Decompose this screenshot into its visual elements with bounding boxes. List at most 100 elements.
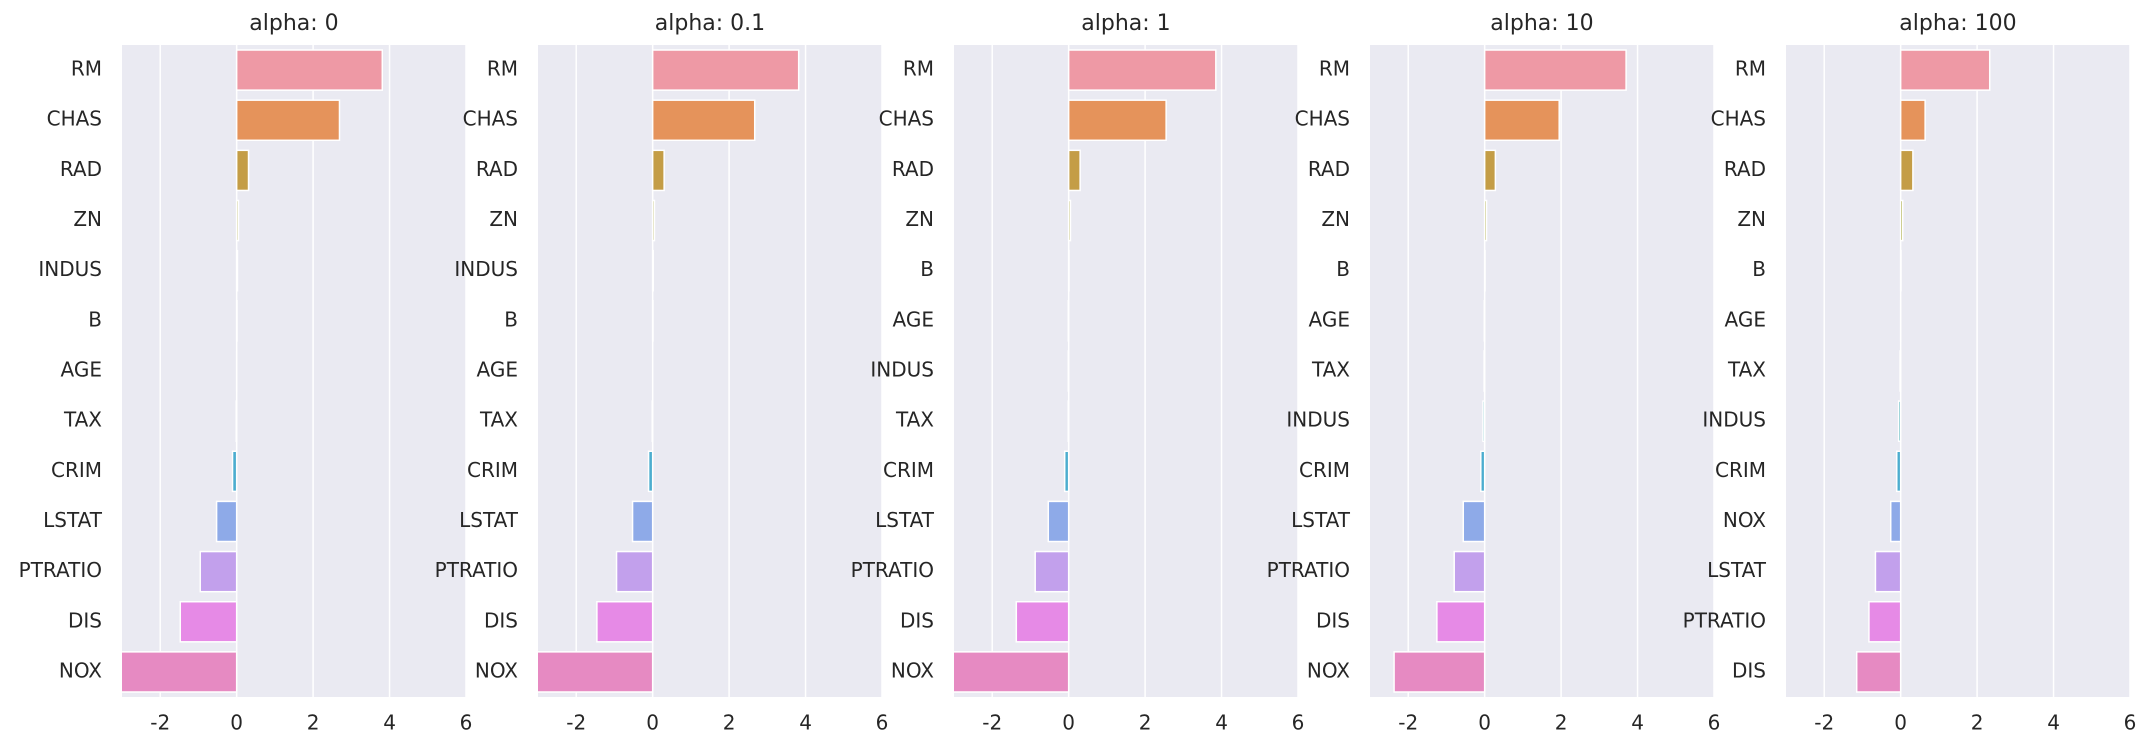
x-tick-label: 0 (1894, 711, 1907, 735)
bar (954, 651, 1070, 693)
y-tick-label: TAX (895, 408, 934, 432)
x-tick-label: 6 (1292, 711, 1305, 735)
bar (231, 450, 238, 493)
bar (1483, 49, 1627, 91)
y-tick-label: DIS (1732, 658, 1766, 682)
bar (1453, 550, 1486, 593)
y-tick-label: CHAS (463, 107, 518, 131)
bar (1896, 450, 1902, 493)
bar (1899, 99, 1926, 142)
y-tick-label: RAD (1308, 157, 1350, 181)
bar (1899, 199, 1904, 242)
x-tick-label: 4 (1215, 711, 1228, 735)
y-tick-label: AGE (477, 358, 518, 382)
x-tick-label: 6 (1708, 711, 1721, 735)
x-tick-label: 2 (1971, 711, 1984, 735)
y-tick-label: PTRATIO (851, 558, 934, 582)
y-tick-label: ZN (905, 207, 934, 231)
x-tick-label: 4 (799, 711, 812, 735)
chart-title: alpha: 10 (1490, 11, 1593, 36)
chart-title: alpha: 0 (249, 11, 338, 36)
bar (1393, 651, 1486, 693)
y-tick-label: TAX (1727, 358, 1766, 382)
bars (538, 49, 800, 693)
y-tick-label: CRIM (467, 458, 518, 482)
chart-title: alpha: 100 (1899, 11, 2016, 36)
y-tick-label: RM (487, 57, 518, 81)
bar (235, 249, 239, 292)
y-tick-label: ZN (489, 207, 518, 231)
bar (1483, 149, 1497, 192)
y-tick-label: ZN (73, 207, 102, 231)
y-tick-label: LSTAT (43, 508, 103, 532)
y-tick-label: B (504, 307, 518, 331)
y-tick-label: B (920, 257, 934, 281)
y-tick-label: DIS (900, 608, 934, 632)
y-tick-label: CHAS (879, 107, 934, 131)
y-tick-label: RM (71, 57, 102, 81)
bar (1899, 49, 1991, 91)
bar (647, 450, 654, 493)
y-tick-label: DIS (1316, 608, 1350, 632)
y-tick-label: CRIM (51, 458, 102, 482)
x-tick-label: 2 (1139, 711, 1152, 735)
bar (1063, 450, 1070, 493)
bar (651, 199, 656, 242)
bars (954, 49, 1217, 693)
y-tick-label: B (1752, 257, 1766, 281)
bar (199, 550, 238, 593)
chart-title: alpha: 1 (1081, 11, 1170, 36)
bar (1899, 350, 1902, 392)
y-tick-label: B (1336, 257, 1350, 281)
bar (1067, 199, 1072, 242)
bar (1889, 500, 1902, 543)
x-tick-label: 0 (646, 711, 659, 735)
x-tick-label: 2 (307, 711, 320, 735)
y-tick-label: RAD (476, 157, 518, 181)
plot-background (122, 45, 466, 697)
y-tick-label: CRIM (1715, 458, 1766, 482)
y-tick-label: NOX (1307, 658, 1350, 682)
x-tick-label: 4 (383, 711, 396, 735)
bar (1034, 550, 1070, 593)
y-tick-label: RAD (892, 157, 934, 181)
y-tick-label: RM (1735, 57, 1766, 81)
plot-background (954, 45, 1298, 697)
y-tick-label: NOX (891, 658, 934, 682)
x-tick-label: -2 (1398, 711, 1418, 735)
bar (1067, 149, 1081, 192)
x-tick-label: 6 (460, 711, 473, 735)
y-tick-label: PTRATIO (1683, 608, 1766, 632)
bar (615, 550, 654, 593)
bar (1067, 49, 1217, 91)
bar (179, 600, 238, 643)
y-tick-label: INDUS (1702, 408, 1766, 432)
x-tick-label: 6 (876, 711, 889, 735)
y-tick-label: LSTAT (875, 508, 935, 532)
y-tick-label: B (88, 307, 102, 331)
y-tick-label: TAX (479, 408, 518, 432)
bar (651, 149, 665, 192)
y-tick-label: RAD (60, 157, 102, 181)
bar (1480, 450, 1486, 493)
y-tick-label: LSTAT (1707, 558, 1767, 582)
bar (1015, 600, 1070, 643)
y-tick-label: NOX (1723, 508, 1766, 532)
bar (1868, 600, 1902, 643)
bars (122, 49, 384, 693)
x-tick-label: -2 (1814, 711, 1834, 735)
bar (215, 500, 238, 543)
y-tick-label: TAX (1311, 358, 1350, 382)
x-tick-label: -2 (566, 711, 586, 735)
bar (1067, 99, 1167, 142)
x-tick-label: 0 (230, 711, 243, 735)
bar (1482, 400, 1486, 442)
y-tick-label: ZN (1737, 207, 1766, 231)
y-tick-label: INDUS (1286, 408, 1350, 432)
y-tick-label: RM (1319, 57, 1350, 81)
bar (235, 199, 240, 242)
x-tick-label: -2 (150, 711, 170, 735)
bar (651, 99, 756, 142)
bar (1483, 350, 1486, 392)
